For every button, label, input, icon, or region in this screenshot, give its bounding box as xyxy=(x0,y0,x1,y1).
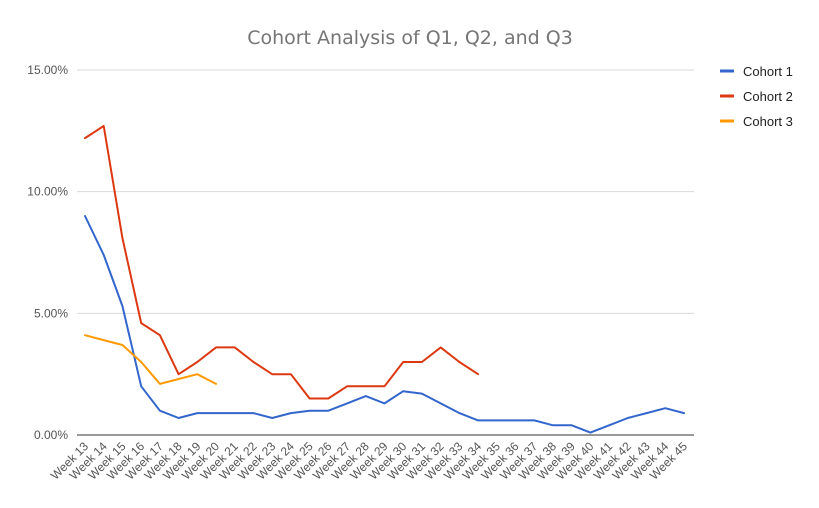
series-line-cohort-3 xyxy=(84,334,217,385)
y-tick-label: 5.00% xyxy=(34,306,68,320)
legend-label: Cohort 1 xyxy=(743,64,793,79)
y-tick-label: 15.00% xyxy=(27,63,68,77)
y-tick-label: 0.00% xyxy=(34,428,68,442)
legend: Cohort 1 Cohort 2 Cohort 3 xyxy=(720,64,793,129)
gridlines xyxy=(77,69,694,314)
y-tick-label: 10.00% xyxy=(27,185,68,199)
series-lines xyxy=(84,125,685,434)
chart-title: Cohort Analysis of Q1, Q2, and Q3 xyxy=(247,27,573,49)
legend-label: Cohort 3 xyxy=(743,114,793,129)
series-line-cohort-2 xyxy=(84,125,480,400)
y-axis-ticks: 0.00% 5.00% 10.00% 15.00% xyxy=(27,63,68,442)
series-line-cohort-1 xyxy=(84,215,685,434)
legend-label: Cohort 2 xyxy=(743,89,793,104)
